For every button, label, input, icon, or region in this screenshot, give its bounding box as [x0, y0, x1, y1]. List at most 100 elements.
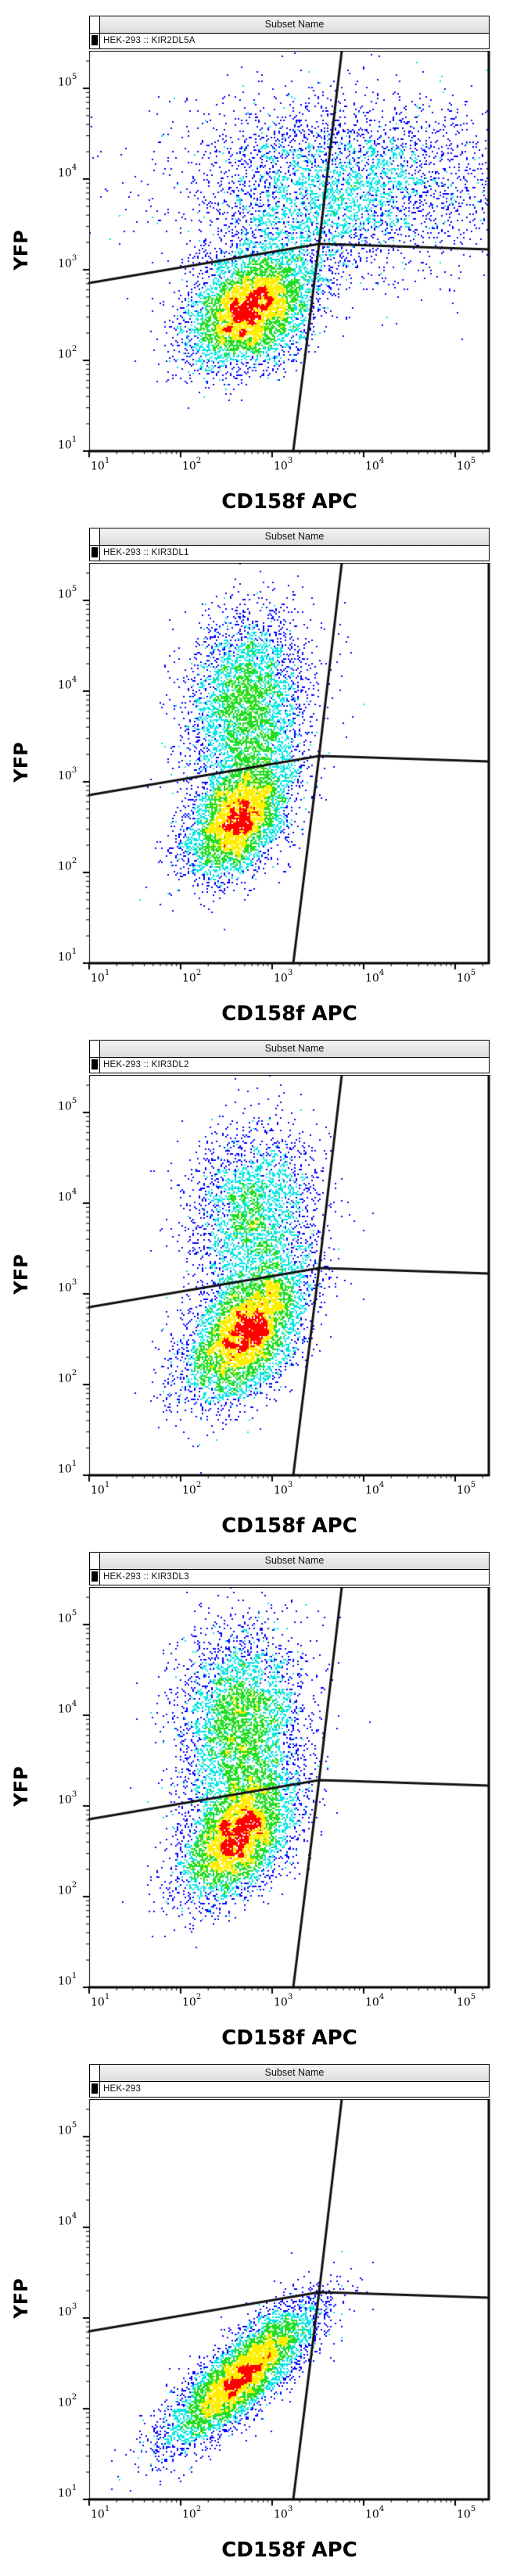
- x-tick-label: 105: [457, 2505, 476, 2521]
- y-tick-label: 103: [58, 2302, 77, 2319]
- x-tick-label: 105: [457, 457, 476, 473]
- subset-legend: Subset Name HEK-293 :: KIR3DL3: [89, 1552, 490, 1585]
- x-tick-label: 103: [274, 457, 293, 473]
- x-tick-label: 102: [182, 457, 202, 473]
- subset-name: HEK-293: [103, 2084, 142, 2094]
- y-tick-label: 104: [58, 2212, 77, 2228]
- y-tick-label: 104: [58, 1188, 77, 1204]
- y-tick-label: 103: [58, 1790, 77, 1807]
- x-tick-label: 103: [274, 1993, 293, 2009]
- y-tick-label: 102: [58, 1369, 77, 1385]
- scatter-canvas: [0, 563, 506, 1040]
- subset-legend: Subset Name HEK-293 :: KIR3DL1: [89, 528, 490, 561]
- x-tick-label: 101: [91, 1993, 110, 2009]
- x-axis-label: CD158f APC: [221, 2538, 357, 2562]
- subset-legend: Subset Name HEK-293 :: KIR3DL2: [89, 1040, 490, 1073]
- x-tick-label: 103: [274, 2505, 293, 2521]
- y-tick-label: 102: [58, 345, 77, 361]
- dot-plot-panel-3: Subset Name HEK-293 :: KIR3DL2 YFP CD158…: [0, 1040, 506, 1552]
- x-tick-label: 102: [182, 969, 202, 985]
- x-tick-label: 105: [457, 1993, 476, 2009]
- scatter-canvas: [0, 1075, 506, 1552]
- subset-name: HEK-293 :: KIR3DL2: [103, 1060, 189, 1069]
- y-tick-label: 101: [58, 1460, 77, 1476]
- x-tick-label: 103: [274, 1481, 293, 1497]
- x-axis-label: CD158f APC: [221, 490, 357, 514]
- subset-name: HEK-293 :: KIR2DL5A: [103, 36, 196, 45]
- y-axis-label: YFP: [10, 1766, 32, 1807]
- y-axis-label: YFP: [10, 230, 32, 270]
- subset-legend: Subset Name HEK-293 :: KIR2DL5A: [89, 16, 490, 49]
- legend-row: HEK-293 :: KIR3DL1: [90, 545, 489, 561]
- x-tick-label: 104: [365, 969, 385, 985]
- dot-plot-panel-4: Subset Name HEK-293 :: KIR3DL3 YFP CD158…: [0, 1552, 506, 2064]
- legend-header: Subset Name: [90, 16, 489, 34]
- legend-header: Subset Name: [90, 1041, 489, 1058]
- dot-plot-panel-1: Subset Name HEK-293 :: KIR2DL5A YFP CD15…: [0, 16, 506, 528]
- y-tick-label: 104: [58, 1700, 77, 1716]
- x-tick-label: 102: [182, 1993, 202, 2009]
- scatter-canvas: [0, 2099, 506, 2576]
- x-axis-label: CD158f APC: [221, 1002, 357, 1026]
- legend-header-title: Subset Name: [264, 1043, 325, 1054]
- dot-plot-panel-2: Subset Name HEK-293 :: KIR3DL1 YFP CD158…: [0, 528, 506, 1040]
- legend-header-title: Subset Name: [264, 1555, 325, 1566]
- y-axis-label: YFP: [10, 742, 32, 783]
- x-tick-label: 104: [365, 1481, 385, 1497]
- legend-header-title: Subset Name: [264, 531, 325, 542]
- legend-header-title: Subset Name: [264, 2067, 325, 2078]
- x-tick-label: 104: [365, 1993, 385, 2009]
- legend-row: HEK-293 :: KIR2DL5A: [90, 33, 489, 49]
- y-tick-label: 104: [58, 163, 77, 180]
- y-tick-label: 102: [58, 1881, 77, 1897]
- y-tick-label: 102: [58, 2393, 77, 2409]
- plot-area: YFP CD158f APC 101 102 103 104 105 101 102 103 1…: [0, 1587, 506, 2064]
- y-tick-label: 101: [58, 1972, 77, 1988]
- x-tick-label: 103: [274, 969, 293, 985]
- color-swatch-icon: [92, 1571, 98, 1582]
- plot-area: YFP CD158f APC 101 102 103 104 105 101 102 103 1…: [0, 2099, 506, 2576]
- color-swatch-icon: [92, 35, 98, 45]
- x-tick-label: 104: [365, 457, 385, 473]
- x-tick-label: 101: [91, 457, 110, 473]
- y-tick-label: 105: [58, 585, 77, 601]
- y-tick-label: 103: [58, 1278, 77, 1295]
- legend-header-title: Subset Name: [264, 19, 325, 30]
- y-tick-label: 101: [58, 435, 77, 452]
- y-tick-label: 105: [58, 1609, 77, 1625]
- plot-area: YFP CD158f APC 101 102 103 104 105 101 102 103 1…: [0, 563, 506, 1040]
- y-tick-label: 105: [58, 1097, 77, 1113]
- plot-area: YFP CD158f APC 101 102 103 104 105 101 102 103 1…: [0, 1075, 506, 1552]
- legend-row: HEK-293 :: KIR3DL2: [90, 1057, 489, 1073]
- subset-name: HEK-293 :: KIR3DL3: [103, 1572, 189, 1582]
- color-swatch-icon: [92, 1059, 98, 1069]
- legend-row: HEK-293: [90, 2081, 489, 2098]
- subset-name: HEK-293 :: KIR3DL1: [103, 548, 189, 557]
- scatter-canvas: [0, 51, 506, 528]
- x-tick-label: 104: [365, 2505, 385, 2521]
- y-tick-label: 101: [58, 2484, 77, 2500]
- x-axis-label: CD158f APC: [221, 2026, 357, 2050]
- legend-header: Subset Name: [90, 1553, 489, 1570]
- y-tick-label: 103: [58, 766, 77, 783]
- y-tick-label: 105: [58, 2121, 77, 2137]
- y-tick-label: 102: [58, 857, 77, 873]
- dot-plot-panel-5: Subset Name HEK-293 YFP CD158f APC 101 10…: [0, 2064, 506, 2576]
- y-tick-label: 104: [58, 675, 77, 692]
- legend-header: Subset Name: [90, 528, 489, 546]
- legend-header: Subset Name: [90, 2065, 489, 2082]
- x-tick-label: 101: [91, 2505, 110, 2521]
- y-axis-label: YFP: [10, 2278, 32, 2319]
- x-tick-label: 105: [457, 1481, 476, 1497]
- scatter-canvas: [0, 1587, 506, 2064]
- x-tick-label: 101: [91, 1481, 110, 1497]
- x-tick-label: 102: [182, 2505, 202, 2521]
- legend-row: HEK-293 :: KIR3DL3: [90, 1569, 489, 1585]
- x-tick-label: 105: [457, 969, 476, 985]
- x-tick-label: 102: [182, 1481, 202, 1497]
- y-tick-label: 105: [58, 73, 77, 89]
- y-tick-label: 101: [58, 948, 77, 964]
- color-swatch-icon: [92, 2083, 98, 2094]
- y-axis-label: YFP: [10, 1254, 32, 1295]
- color-swatch-icon: [92, 547, 98, 557]
